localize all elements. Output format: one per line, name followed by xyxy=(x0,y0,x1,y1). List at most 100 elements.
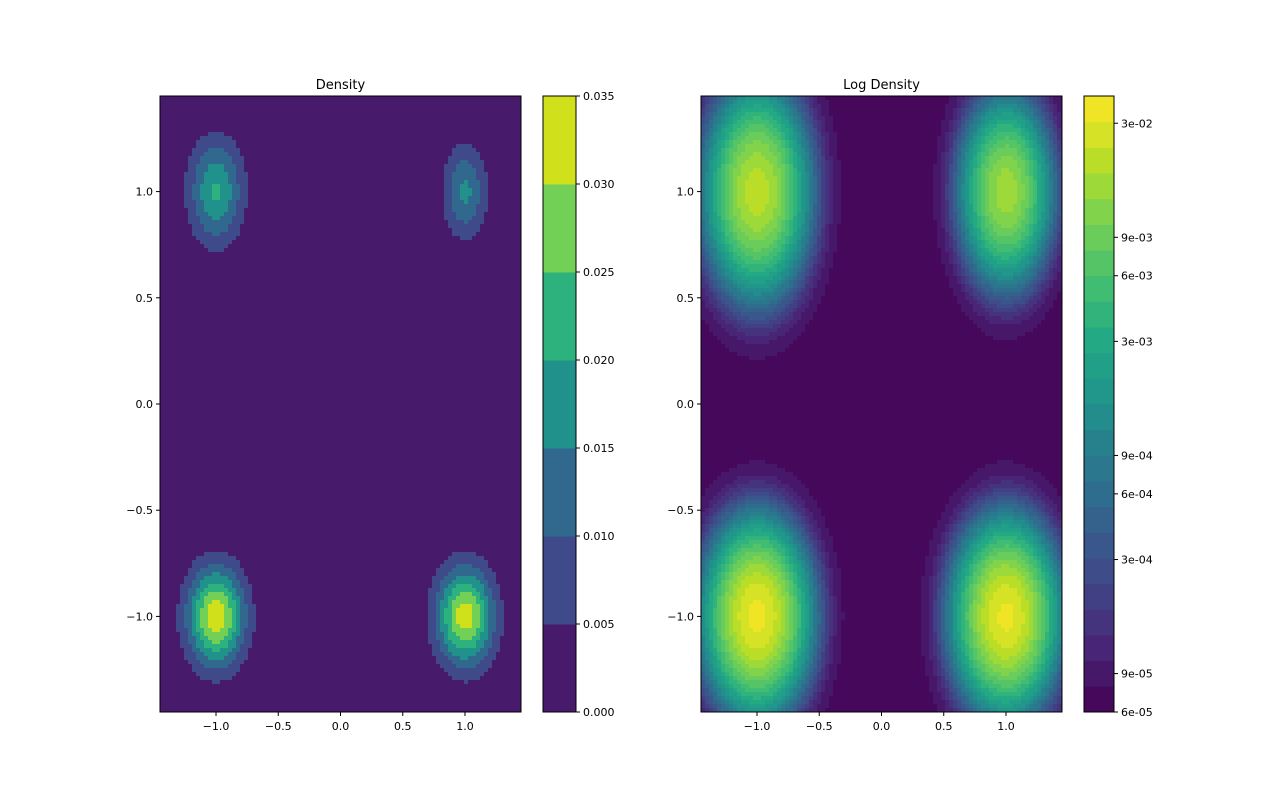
density-cell xyxy=(280,212,285,217)
density-cell xyxy=(308,208,313,213)
density-cell xyxy=(260,180,265,185)
density-cell xyxy=(392,188,397,193)
density-cell xyxy=(404,228,409,233)
density-cell xyxy=(256,176,261,181)
density-cell xyxy=(160,244,165,249)
density-cell xyxy=(412,244,417,249)
density-cell xyxy=(472,168,477,173)
density-cell xyxy=(172,212,177,217)
density-cell xyxy=(404,164,409,169)
density-cell xyxy=(516,220,521,225)
density-cell xyxy=(464,200,469,205)
density-cell xyxy=(472,240,477,245)
density-cell xyxy=(304,300,309,305)
density-cell xyxy=(232,232,237,237)
density-cell xyxy=(360,200,365,205)
density-cell xyxy=(360,264,365,269)
density-cell xyxy=(196,296,201,301)
density-cell xyxy=(468,256,473,261)
density-cell xyxy=(180,212,185,217)
density-cell xyxy=(340,164,345,169)
density-cell xyxy=(332,196,337,201)
density-cell xyxy=(184,232,189,237)
density-cell xyxy=(332,204,337,209)
density-cell xyxy=(372,200,377,205)
density-cell xyxy=(396,268,401,273)
density-cell xyxy=(324,128,329,133)
density-cell xyxy=(176,140,181,145)
density-cell xyxy=(352,272,357,277)
density-cell xyxy=(188,124,193,129)
density-cell xyxy=(216,304,221,309)
density-cell xyxy=(228,300,233,305)
density-cell xyxy=(416,276,421,281)
density-cell xyxy=(388,176,393,181)
density-cell xyxy=(380,188,385,193)
density-cell xyxy=(168,140,173,145)
density-cell xyxy=(204,268,209,273)
density-cell xyxy=(356,308,361,313)
density-cell xyxy=(336,96,341,101)
density-cell xyxy=(352,120,357,125)
density-cell xyxy=(368,144,373,149)
density-cell xyxy=(212,200,217,205)
density-cell xyxy=(464,244,469,249)
density-cell xyxy=(280,276,285,281)
density-cell xyxy=(476,312,481,317)
density-cell xyxy=(356,216,361,221)
density-cell xyxy=(188,196,193,201)
density-cell xyxy=(304,160,309,165)
density-cell xyxy=(332,96,337,101)
density-cell xyxy=(184,284,189,289)
density-cell xyxy=(496,100,501,105)
density-cell xyxy=(516,240,521,245)
density-cell xyxy=(284,236,289,241)
density-cell xyxy=(316,240,321,245)
density-cell xyxy=(208,112,213,117)
density-cell xyxy=(336,176,341,181)
density-cell xyxy=(440,284,445,289)
density-cell xyxy=(372,220,377,225)
density-cell xyxy=(348,240,353,245)
density-cell xyxy=(408,284,413,289)
density-cell xyxy=(184,104,189,109)
density-cell xyxy=(252,284,257,289)
density-cell xyxy=(168,208,173,213)
density-cell xyxy=(300,260,305,265)
density-cell xyxy=(432,180,437,185)
density-cell xyxy=(248,212,253,217)
density-cell xyxy=(500,224,505,229)
density-cell xyxy=(276,284,281,289)
density-cell xyxy=(368,140,373,145)
density-cell xyxy=(404,200,409,205)
density-cell xyxy=(400,96,405,101)
density-cell xyxy=(472,280,477,285)
density-cell xyxy=(232,196,237,201)
density-cell xyxy=(476,188,481,193)
density-cell xyxy=(368,292,373,297)
density-cell xyxy=(424,252,429,257)
density-cell xyxy=(452,284,457,289)
density-cell xyxy=(232,276,237,281)
density-cell xyxy=(176,132,181,137)
density-cell xyxy=(196,152,201,157)
density-cell xyxy=(240,156,245,161)
density-cell xyxy=(276,140,281,145)
density-cell xyxy=(328,240,333,245)
density-cell xyxy=(264,276,269,281)
density-cell xyxy=(248,200,253,205)
density-cell xyxy=(460,204,465,209)
density-cell xyxy=(480,244,485,249)
density-cell xyxy=(400,184,405,189)
density-cell xyxy=(460,144,465,149)
density-cell xyxy=(424,116,429,121)
density-cell xyxy=(276,128,281,133)
density-cell xyxy=(284,276,289,281)
density-cell xyxy=(332,288,337,293)
density-cell xyxy=(184,188,189,193)
density-cell xyxy=(372,276,377,281)
density-cell xyxy=(484,168,489,173)
density-cell xyxy=(304,180,309,185)
density-cell xyxy=(224,108,229,113)
density-cell xyxy=(492,120,497,125)
